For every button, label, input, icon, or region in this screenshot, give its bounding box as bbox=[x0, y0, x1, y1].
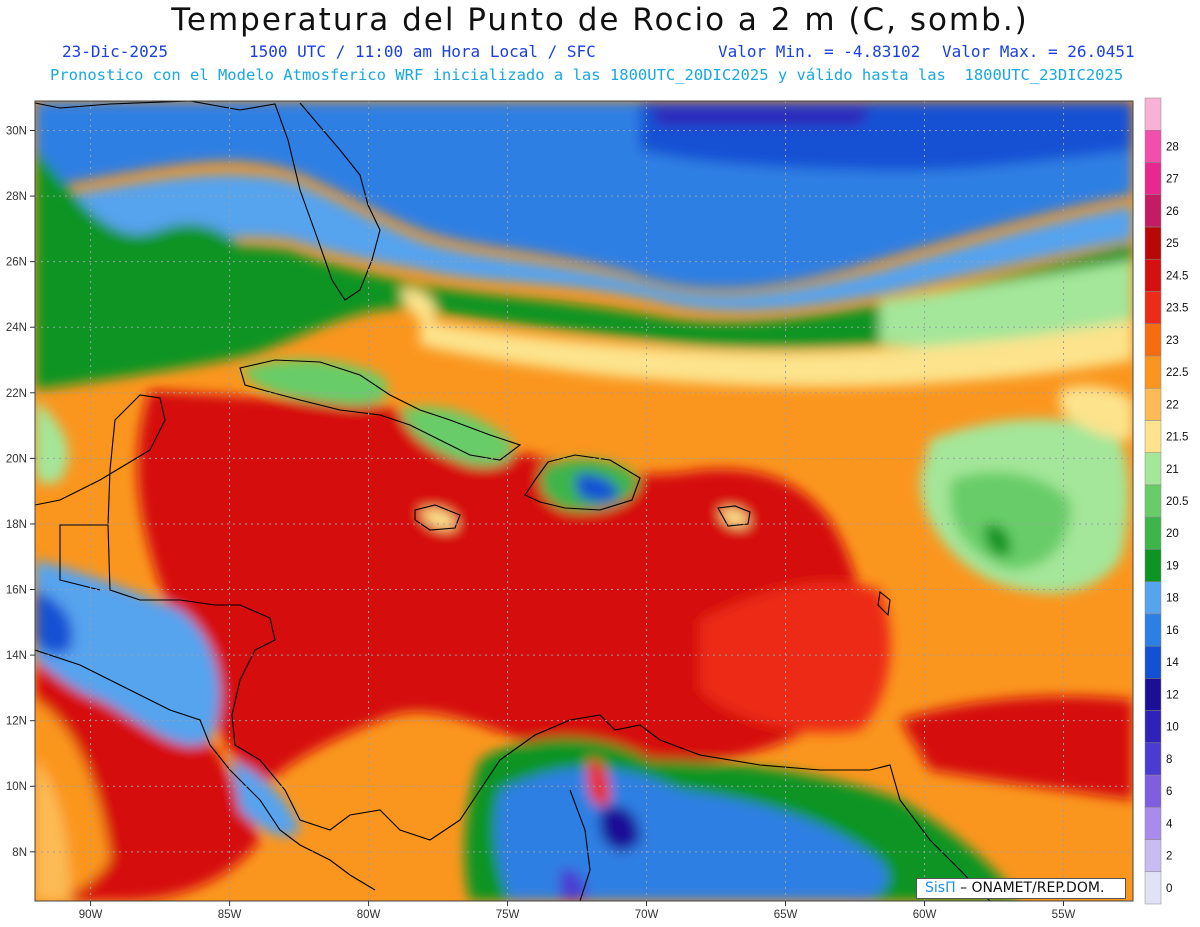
colorbar-swatch bbox=[1144, 516, 1162, 550]
lon-label: 70W bbox=[635, 909, 659, 921]
colorbar-swatch bbox=[1144, 678, 1162, 711]
colorbar-label: 28 bbox=[1166, 141, 1179, 153]
colorbar-label: 23 bbox=[1166, 335, 1179, 347]
colorbar-label: 8 bbox=[1166, 754, 1172, 766]
colorbar-label: 0 bbox=[1166, 883, 1172, 895]
colorbar-label: 20.5 bbox=[1166, 496, 1188, 508]
colorbar-swatch bbox=[1144, 871, 1162, 905]
colorbar-swatch bbox=[1144, 355, 1162, 389]
colorbar-label: 21 bbox=[1166, 464, 1179, 476]
colorbar-swatch bbox=[1144, 291, 1162, 324]
lon-label: 75W bbox=[496, 909, 520, 921]
lat-label: 14N bbox=[6, 650, 27, 662]
model-info-line: Pronostico con el Modelo Atmosferico WRF… bbox=[50, 66, 1124, 84]
forecast-date: 23-Dic-2025 bbox=[62, 42, 168, 61]
colorbar-label: 22.5 bbox=[1166, 367, 1188, 379]
lon-label: 85W bbox=[218, 909, 242, 921]
colorbar-label: 25 bbox=[1166, 238, 1179, 250]
longitude-labels: 90W 85W 80W 75W 70W 65W 60W 55W bbox=[79, 901, 1076, 921]
colorbar-swatch bbox=[1144, 452, 1162, 486]
lat-label: 18N bbox=[6, 519, 27, 531]
lon-label: 90W bbox=[79, 909, 103, 921]
colorbar-label: 22 bbox=[1166, 399, 1179, 411]
colorbar-swatch bbox=[1144, 387, 1162, 421]
max-value-label: Valor Max. = 26.0451 bbox=[942, 42, 1135, 61]
colorbar-label: 12 bbox=[1166, 689, 1179, 701]
colorbar-label: 19 bbox=[1166, 560, 1179, 572]
colorbar-swatch bbox=[1144, 484, 1162, 518]
colorbar-label: 2 bbox=[1166, 851, 1172, 863]
colorbar-swatch bbox=[1144, 710, 1162, 744]
lat-label: 16N bbox=[6, 585, 27, 597]
colorbar-label: 16 bbox=[1166, 625, 1179, 637]
colorbar-swatch bbox=[1144, 549, 1162, 582]
colorbar-label: 23.5 bbox=[1166, 303, 1188, 315]
colorbar-label: 20 bbox=[1166, 528, 1179, 540]
lat-label: 24N bbox=[6, 322, 27, 334]
lat-label: 8N bbox=[12, 847, 27, 859]
map-plot-area bbox=[35, 101, 1133, 901]
map-title: Temperatura del Punto de Rocio a 2 m (C,… bbox=[171, 2, 1029, 38]
colorbar-swatch bbox=[1144, 258, 1162, 292]
colorbar-label: 6 bbox=[1166, 786, 1172, 798]
colorbar-swatch bbox=[1144, 162, 1162, 195]
lat-label: 10N bbox=[6, 781, 27, 793]
forecast-time: 1500 UTC / 11:00 am Hora Local / SFC bbox=[249, 42, 596, 61]
colorbar-swatch bbox=[1144, 323, 1162, 357]
colorbar-swatch bbox=[1144, 774, 1162, 808]
lat-label: 12N bbox=[6, 716, 27, 728]
coastlines bbox=[35, 101, 991, 901]
colorbar-label: 10 bbox=[1166, 722, 1179, 734]
dewpoint-field bbox=[35, 101, 1133, 901]
colorbar-swatch bbox=[1144, 226, 1162, 260]
colorbar-label: 26 bbox=[1166, 206, 1179, 218]
colorbar-swatch bbox=[1144, 645, 1162, 679]
lat-label: 30N bbox=[6, 126, 27, 138]
min-value-label: Valor Min. = -4.83102 bbox=[718, 42, 921, 61]
latitude-labels: 30N 28N 26N 24N 22N 20N 18N 16N 14N 12N 10N 8N bbox=[6, 126, 35, 859]
lat-label: 20N bbox=[6, 453, 27, 465]
colorbar-swatch bbox=[1144, 807, 1162, 840]
colorbar-label: 14 bbox=[1166, 657, 1179, 669]
colorbar-label: 24.5 bbox=[1166, 270, 1188, 282]
lat-lon-grid bbox=[35, 101, 1133, 901]
lat-label: 26N bbox=[6, 257, 27, 269]
lon-label: 55W bbox=[1052, 909, 1076, 921]
plot-frame bbox=[34, 100, 1134, 902]
lon-label: 60W bbox=[913, 909, 937, 921]
colorbar-label: 18 bbox=[1166, 593, 1179, 605]
colorbar-legend: 0 2 4 6 8 10 12 14 16 18 19 20 20.5 21 21.5 22 22.5 23 23.… bbox=[1144, 97, 1188, 905]
colorbar-swatch bbox=[1144, 420, 1162, 453]
colorbar-swatch bbox=[1144, 839, 1162, 873]
colorbar-swatch bbox=[1144, 613, 1162, 647]
colorbar-swatch bbox=[1144, 742, 1162, 776]
lon-label: 80W bbox=[357, 909, 381, 921]
lat-label: 22N bbox=[6, 388, 27, 400]
credit-text: – ONAMET/REP.DOM. bbox=[960, 880, 1105, 896]
sispi-logo: SisΠ bbox=[925, 880, 956, 896]
colorbar-label: 21.5 bbox=[1166, 432, 1188, 444]
colorbar-label: 27 bbox=[1166, 174, 1179, 186]
lat-label: 28N bbox=[6, 191, 27, 203]
lon-label: 65W bbox=[774, 909, 798, 921]
colorbar-swatch bbox=[1144, 129, 1162, 163]
colorbar-label: 4 bbox=[1166, 818, 1173, 830]
colorbar-swatch bbox=[1144, 581, 1162, 615]
colorbar-swatch bbox=[1144, 97, 1162, 131]
colorbar-swatch bbox=[1144, 194, 1162, 228]
credit-box: SisΠ – ONAMET/REP.DOM. bbox=[916, 878, 1126, 899]
